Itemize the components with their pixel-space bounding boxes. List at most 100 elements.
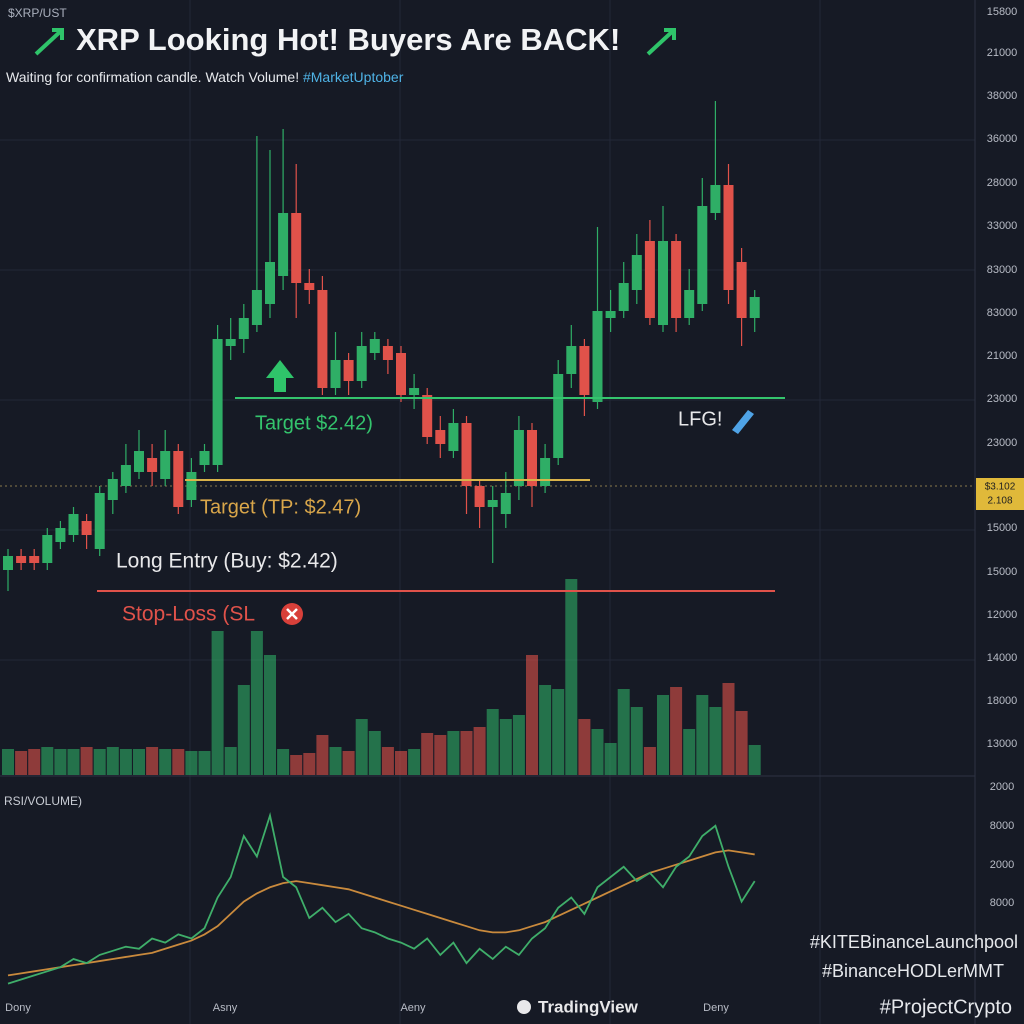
candle-body (343, 360, 354, 381)
axis-label: 2000 (990, 859, 1014, 871)
candle-body (16, 556, 27, 563)
hashtag: #KITEBinanceLaunchpool (810, 932, 1018, 952)
x-axis-label: Aeny (400, 1002, 426, 1014)
volume-bar (185, 751, 198, 775)
candle-body (199, 451, 210, 465)
arrow-icon (34, 28, 64, 56)
volume-bar (211, 631, 224, 775)
candle-body (238, 318, 249, 339)
axis-label: 12000 (987, 609, 1018, 621)
annotation: LFG! (678, 408, 722, 430)
volume-bar (355, 719, 368, 775)
volume-bar (499, 719, 512, 775)
candle-body (474, 486, 485, 507)
candle-body (369, 339, 380, 353)
volume-bar (303, 753, 316, 775)
volume-bar (80, 747, 93, 775)
volume-bar (617, 689, 630, 775)
axis-label: 83000 (987, 264, 1018, 276)
axis-label: 8000 (990, 820, 1014, 832)
volume-bar (15, 751, 28, 775)
candle-body (736, 262, 747, 318)
volume-bar (722, 683, 735, 775)
candle-body (684, 290, 695, 318)
hashtag: #MarketUptober (303, 69, 404, 85)
axis-label: 38000 (987, 90, 1018, 102)
hashtag: #BinanceHODLerMMT (822, 961, 1004, 981)
volume-bar (526, 655, 538, 775)
axis-label: 2000 (990, 781, 1014, 793)
volume-bar (552, 689, 565, 775)
volume-bar (473, 727, 486, 775)
volume-bar (277, 749, 290, 775)
candle-body (134, 451, 144, 472)
subtitle-text: Waiting for confirmation candle. Watch V… (6, 69, 299, 85)
candle-body (671, 241, 682, 318)
candle-body (42, 535, 53, 563)
brand-logo (517, 1000, 531, 1014)
candle-body (658, 241, 668, 325)
axis-label: 8000 (990, 897, 1014, 909)
candle-body (186, 472, 197, 500)
up-arrow (266, 360, 294, 392)
volume-bar (106, 747, 119, 775)
candle-body (409, 388, 420, 395)
candle-body (160, 451, 171, 479)
axis-label: 13000 (987, 738, 1018, 750)
volume-bar (539, 685, 552, 775)
candle-body (317, 290, 328, 388)
candle-body (749, 297, 760, 318)
candle-body (396, 353, 406, 395)
volume-bar (395, 751, 407, 775)
candle-body (304, 283, 315, 290)
x-axis-label: Deny (703, 1002, 729, 1014)
annotation: Target (TP: $2.47) (200, 496, 361, 518)
candle-body (513, 430, 524, 486)
candle-body (382, 346, 393, 360)
volume-bar (342, 751, 355, 775)
candle-body (120, 465, 131, 486)
volume-bar (421, 733, 434, 775)
hashtag: #ProjectCrypto (880, 996, 1012, 1018)
candle-body (251, 290, 262, 325)
candle-body (579, 346, 590, 395)
price-box (976, 478, 1024, 510)
volume-bar (290, 755, 303, 775)
volume-bar (250, 631, 263, 775)
annotation: Long Entry (Buy: $2.42) (116, 550, 338, 573)
x-axis-label: Dony (5, 1002, 31, 1014)
axis-label: 36000 (987, 133, 1018, 145)
candle-body (3, 556, 13, 570)
volume-bar (434, 735, 447, 775)
volume-bar (159, 749, 172, 775)
candle-body (356, 346, 367, 381)
candle-body (487, 500, 498, 507)
candle-body (435, 430, 446, 444)
volume-bar (748, 745, 761, 775)
volume-bar (683, 729, 696, 775)
volume-bar (41, 747, 54, 775)
volume-bar (368, 731, 381, 775)
candle-body (173, 451, 184, 507)
volume-bar (264, 655, 276, 775)
volume-bar (329, 747, 342, 775)
volume-bar (591, 729, 604, 775)
candle-body (592, 311, 603, 402)
volume-bar (172, 749, 185, 775)
panel-label: RSI/VOLUME) (4, 794, 82, 808)
candle-body (605, 311, 616, 318)
volume-bar (133, 749, 145, 775)
volume-bar (486, 709, 499, 775)
candle-body (225, 339, 236, 346)
axis-label: 21000 (987, 350, 1018, 362)
volume-bar (670, 687, 683, 775)
candle-body (644, 241, 655, 318)
axis-label: 28000 (987, 177, 1018, 189)
axis-label: 18000 (987, 695, 1018, 707)
candle-body (723, 185, 734, 290)
symbol: $XRP/UST (8, 6, 67, 20)
price-box-label: $3.102 (985, 482, 1016, 493)
candle-body (631, 255, 642, 290)
annotation: Target $2.42) (255, 412, 373, 434)
axis-label: 15800 (987, 6, 1018, 18)
